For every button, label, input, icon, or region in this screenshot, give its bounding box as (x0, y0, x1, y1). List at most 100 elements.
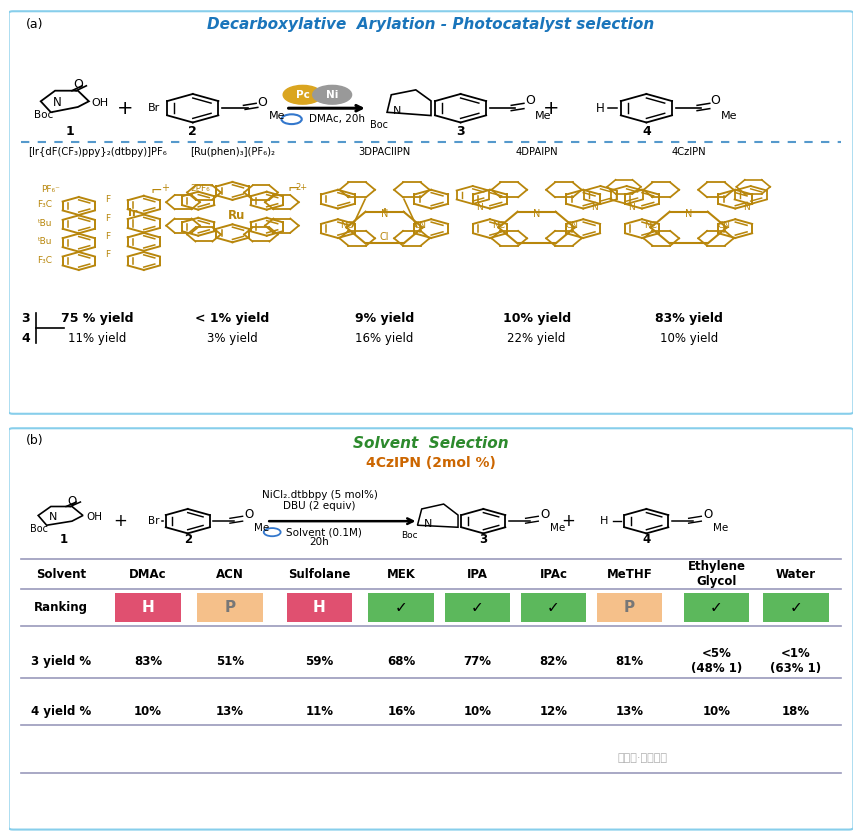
Text: N: N (49, 512, 58, 522)
Text: Ranking: Ranking (34, 601, 88, 614)
Text: [Ru(phen)₃](PF₆)₂: [Ru(phen)₃](PF₆)₂ (189, 147, 275, 157)
Text: F: F (105, 250, 110, 260)
Text: Boc: Boc (30, 524, 48, 534)
Text: N: N (381, 209, 387, 219)
FancyBboxPatch shape (368, 593, 434, 622)
Text: 11%: 11% (305, 705, 333, 718)
Text: [Ir{dF(CF₃)ppy}₂(dtbpy)]PF₆: [Ir{dF(CF₃)ppy}₂(dtbpy)]PF₆ (28, 147, 166, 157)
Text: O: O (710, 94, 720, 108)
Text: 10%: 10% (463, 705, 491, 718)
Text: Solvent (0.1M): Solvent (0.1M) (285, 528, 361, 537)
Text: ᵗBu: ᵗBu (38, 219, 53, 228)
Text: NC: NC (643, 221, 656, 229)
Text: 13%: 13% (615, 705, 643, 718)
Text: 4: 4 (22, 332, 30, 345)
Text: Boc: Boc (369, 119, 387, 129)
Text: Pc: Pc (295, 90, 309, 100)
Text: DMAc: DMAc (129, 568, 167, 580)
Text: OH: OH (91, 98, 108, 108)
Text: MEK: MEK (387, 568, 415, 580)
Text: 81%: 81% (615, 655, 643, 668)
Text: < 1% yield: < 1% yield (195, 312, 269, 324)
Text: Me: Me (269, 112, 285, 121)
Text: O: O (540, 507, 549, 521)
Text: +: + (161, 183, 169, 193)
Text: +: + (542, 99, 559, 118)
Text: +: + (561, 512, 574, 530)
Text: 82%: 82% (539, 655, 567, 668)
Text: H: H (595, 102, 604, 115)
Text: 4CzIPN: 4CzIPN (671, 147, 705, 157)
Text: 3: 3 (22, 312, 30, 324)
Circle shape (313, 86, 351, 104)
Text: 83% yield: 83% yield (654, 312, 722, 324)
Text: N: N (423, 519, 431, 529)
Text: <1%
(63% 1): <1% (63% 1) (770, 648, 821, 675)
Text: Me: Me (720, 112, 737, 121)
Text: Me: Me (549, 523, 565, 533)
Text: PF₆⁻: PF₆⁻ (41, 185, 60, 194)
Text: 3 yield %: 3 yield % (31, 655, 91, 668)
Text: N: N (53, 97, 62, 109)
Text: Ru: Ru (228, 209, 245, 222)
Text: F: F (105, 196, 110, 204)
Text: Cl: Cl (380, 233, 389, 243)
Text: (a): (a) (26, 18, 43, 31)
Text: 68%: 68% (387, 655, 415, 668)
Text: IPA: IPA (467, 568, 487, 580)
Text: 2+: 2+ (295, 183, 307, 192)
Text: MeTHF: MeTHF (606, 568, 652, 580)
Text: N: N (532, 209, 540, 219)
Text: DBU (2 equiv): DBU (2 equiv) (283, 501, 356, 512)
FancyBboxPatch shape (444, 593, 510, 622)
Text: 4CzIPN (2mol %): 4CzIPN (2mol %) (366, 456, 495, 470)
Text: 12%: 12% (539, 705, 567, 718)
Text: 22% yield: 22% yield (507, 332, 565, 345)
Text: 10% yield: 10% yield (502, 312, 570, 324)
Text: 18%: 18% (781, 705, 809, 718)
Text: 1: 1 (59, 533, 67, 546)
Text: CN: CN (413, 221, 426, 229)
Text: 51%: 51% (215, 655, 244, 668)
Text: Me: Me (535, 112, 551, 121)
Text: 11% yield: 11% yield (68, 332, 127, 345)
Text: O: O (524, 94, 534, 108)
Text: O: O (703, 507, 712, 521)
Text: N: N (475, 202, 482, 212)
Text: 3DPACIlPN: 3DPACIlPN (358, 147, 410, 157)
Text: N: N (393, 107, 401, 117)
Text: Decarboxylative  Arylation - Photocatalyst selection: Decarboxylative Arylation - Photocatalys… (208, 17, 653, 32)
FancyBboxPatch shape (9, 428, 852, 830)
Text: 13%: 13% (216, 705, 244, 718)
Text: Solvent  Selection: Solvent Selection (353, 436, 508, 451)
Text: H: H (599, 516, 608, 526)
Text: ✓: ✓ (789, 600, 802, 615)
Text: 3: 3 (455, 125, 464, 138)
FancyBboxPatch shape (520, 593, 585, 622)
Text: 2: 2 (183, 533, 191, 546)
Text: Water: Water (775, 568, 815, 580)
Text: 77%: 77% (463, 655, 491, 668)
Text: NC: NC (339, 221, 353, 229)
FancyBboxPatch shape (115, 593, 181, 622)
Text: 公众号·砌块化学: 公众号·砌块化学 (616, 753, 666, 764)
Text: Boc: Boc (400, 531, 417, 540)
Text: 4: 4 (641, 533, 650, 546)
Text: O: O (245, 507, 254, 521)
Text: 3: 3 (479, 533, 486, 546)
Circle shape (282, 86, 322, 104)
Text: O: O (257, 96, 267, 108)
Text: 9% yield: 9% yield (355, 312, 413, 324)
Text: ✓: ✓ (394, 600, 407, 615)
Text: IPAc: IPAc (539, 568, 567, 580)
Text: O: O (67, 495, 77, 507)
FancyBboxPatch shape (683, 593, 748, 622)
Text: H: H (141, 600, 154, 615)
Text: 10%: 10% (702, 705, 729, 718)
Text: 75 % yield: 75 % yield (61, 312, 133, 324)
FancyBboxPatch shape (9, 11, 852, 414)
Text: Me: Me (254, 523, 269, 533)
Text: 4DPAIPN: 4DPAIPN (515, 147, 557, 157)
Text: Ni: Ni (325, 90, 338, 100)
Text: Me: Me (712, 523, 728, 533)
